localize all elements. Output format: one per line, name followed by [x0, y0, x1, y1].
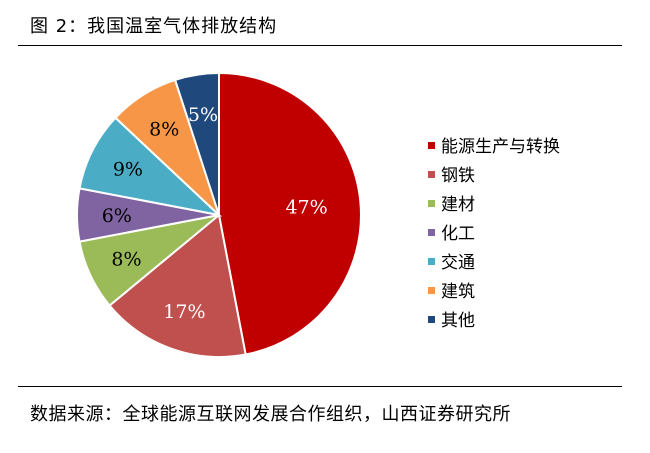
legend-swatch	[428, 142, 435, 149]
chart-title: 图 2：我国温室气体排放结构	[30, 16, 278, 37]
legend-swatch	[428, 287, 435, 294]
slice-data-label: 17%	[163, 301, 205, 323]
slice-data-label: 6%	[102, 205, 132, 227]
legend-swatch	[428, 229, 435, 236]
slice-data-label: 8%	[111, 249, 141, 271]
legend-label: 交通	[441, 253, 475, 273]
pie-slice-6	[173, 71, 220, 216]
legend-label: 能源生产与转换	[441, 137, 560, 157]
pie-slice-0	[218, 71, 362, 356]
legend-swatch	[428, 171, 435, 178]
slice-data-label: 5%	[188, 104, 218, 126]
bottom-divider	[18, 386, 622, 387]
legend-label: 钢铁	[441, 166, 475, 186]
slice-data-label: 9%	[113, 159, 143, 181]
legend-label: 建材	[441, 195, 475, 215]
slice-data-label: 8%	[149, 119, 179, 141]
legend-label: 建筑	[441, 282, 475, 302]
legend-swatch	[428, 200, 435, 207]
legend-swatch	[428, 316, 435, 323]
top-divider	[18, 45, 622, 46]
source-note: 数据来源：全球能源互联网发展合作组织，山西证券研究所	[30, 404, 511, 425]
legend-swatch	[428, 258, 435, 265]
legend-label: 其他	[441, 311, 475, 331]
pie-slice-4	[78, 116, 223, 217]
pie-slice-1	[108, 213, 247, 358]
legend-label: 化工	[441, 224, 475, 244]
slice-data-label: 47%	[285, 197, 327, 219]
